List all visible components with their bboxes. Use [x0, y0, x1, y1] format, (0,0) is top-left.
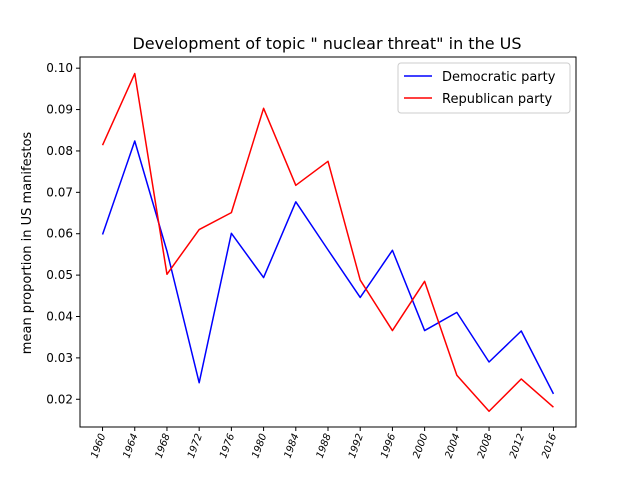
x-tick-label: 2008 [476, 432, 495, 460]
plot-area: 0.02 0.03 0.04 0.05 0.06 0.07 0.08 0.09 0.10 1960… [46, 56, 577, 460]
x-tick-label: 2016 [540, 432, 559, 460]
x-tick-label: 2000 [411, 432, 430, 460]
axes-frame [79, 56, 577, 428]
chart-title: Development of topic " nuclear threat" i… [132, 34, 521, 53]
x-tick-label: 1992 [347, 432, 366, 460]
y-tick-label: 0.03 [46, 351, 73, 365]
y-tick-label: 0.07 [46, 185, 73, 199]
y-tick-label: 0.02 [46, 392, 73, 406]
legend: Democratic party Republican party [397, 62, 571, 114]
y-tick-label: 0.08 [46, 144, 73, 158]
x-tick-label: 1964 [122, 432, 141, 460]
x-tick-label: 1976 [218, 432, 237, 460]
y-tick-label: 0.06 [46, 227, 73, 241]
x-tick-label: 2004 [444, 432, 463, 460]
x-tick-label: 1984 [283, 432, 302, 460]
y-tick-label: 0.09 [46, 103, 73, 117]
x-tick-label: 1972 [186, 432, 205, 460]
legend-box [397, 62, 571, 114]
x-tick-label: 1968 [154, 432, 173, 460]
legend-label-0: Democratic party [442, 70, 556, 85]
series-line-1 [101, 72, 554, 413]
x-tick-label: 1960 [89, 432, 108, 460]
y-tick-label: 0.10 [46, 61, 73, 75]
y-tick-label: 0.04 [46, 309, 73, 323]
series-line-0 [101, 140, 555, 395]
x-tick-label: 1996 [379, 432, 398, 460]
legend-label-1: Republican party [442, 92, 553, 107]
y-tick-label: 0.05 [46, 268, 73, 282]
x-tick-label: 1988 [315, 432, 334, 460]
x-tick-label: 2012 [508, 432, 527, 460]
y-axis-label: mean proportion in US manifestos [20, 132, 35, 355]
x-tick-label: 1980 [250, 432, 269, 460]
